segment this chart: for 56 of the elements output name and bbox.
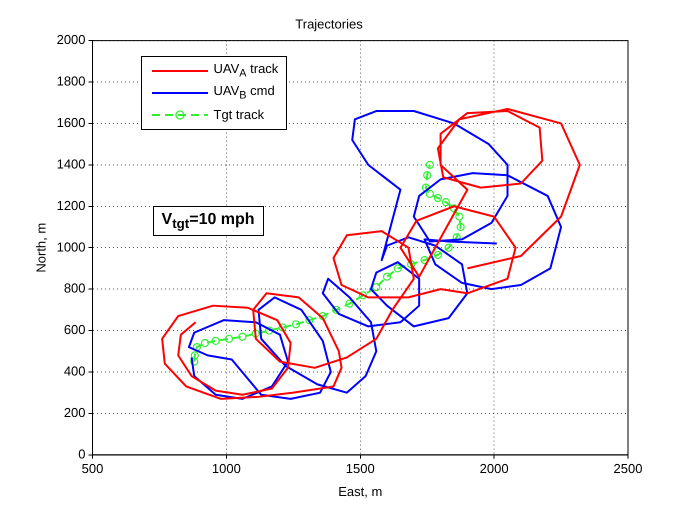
point <box>192 343 202 352</box>
y-tick-label: 0 <box>78 446 86 462</box>
chart-title: Trajectories <box>295 16 364 32</box>
point <box>305 316 314 324</box>
point <box>318 312 327 320</box>
point <box>450 204 458 212</box>
y-tick-label: 1600 <box>56 115 86 130</box>
point <box>190 351 199 360</box>
legend-label: UAV$_{A}$ track <box>214 61 278 80</box>
point <box>224 334 234 343</box>
legend-label: Tgt track <box>214 107 264 122</box>
point <box>190 358 198 366</box>
point <box>456 222 465 232</box>
x-tick-label: 1000 <box>212 461 241 476</box>
point <box>278 323 287 332</box>
point <box>444 244 453 252</box>
annotation: V$_{tgt}$=10 mph <box>152 206 264 236</box>
point <box>426 190 434 198</box>
y-axis-title: North, m <box>33 222 48 273</box>
point <box>434 250 442 260</box>
y-tick-label: 2000 <box>56 32 86 48</box>
y-tick-label: 1400 <box>56 156 86 172</box>
x-tick-label: 500 <box>82 461 104 476</box>
point <box>238 332 247 341</box>
point <box>345 300 354 308</box>
y-tick-label: 800 <box>64 280 86 296</box>
point <box>420 256 429 264</box>
y-tick-label: 1800 <box>56 74 86 89</box>
legend-label: UAV$_{B}$ cmd <box>214 83 275 102</box>
y-tick-label: 400 <box>64 364 86 379</box>
point <box>200 338 210 348</box>
point <box>455 212 464 221</box>
point <box>292 320 300 328</box>
point <box>212 336 220 345</box>
point <box>372 282 380 292</box>
y-tick-label: 1000 <box>56 239 86 254</box>
point <box>382 272 392 281</box>
point <box>442 198 450 206</box>
point <box>394 264 402 273</box>
point <box>434 194 442 202</box>
point <box>426 160 434 169</box>
point <box>332 306 340 314</box>
x-axis-title: East, m <box>338 484 382 499</box>
point <box>252 330 260 338</box>
y-tick-label: 600 <box>64 322 86 338</box>
point <box>423 171 432 180</box>
x-tick-label: 2000 <box>480 461 509 476</box>
point <box>407 260 416 268</box>
point <box>358 291 368 300</box>
point <box>422 184 430 192</box>
y-tick-label: 1200 <box>56 198 86 213</box>
x-tick-label: 2500 <box>614 461 642 476</box>
point <box>452 233 461 242</box>
x-tick-label: 1500 <box>346 461 375 476</box>
point <box>265 326 274 335</box>
y-tick-label: 200 <box>64 404 86 420</box>
